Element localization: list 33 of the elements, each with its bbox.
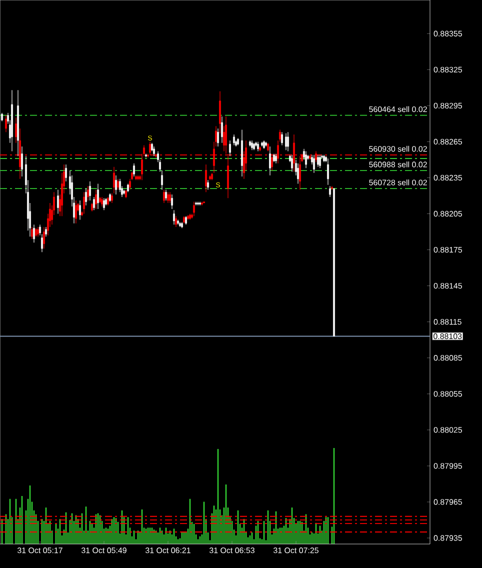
candlestick — [313, 154, 315, 174]
candlestick — [327, 158, 329, 186]
candlestick — [317, 154, 319, 168]
candlestick — [97, 183, 99, 210]
candlestick — [115, 175, 117, 195]
candlestick — [103, 198, 105, 210]
candlestick — [319, 154, 321, 168]
candlestick — [43, 226, 45, 249]
candlestick — [153, 146, 155, 156]
candlestick — [281, 132, 283, 146]
candlestick — [31, 226, 33, 240]
candlestick — [133, 163, 135, 177]
candlestick — [257, 141, 259, 152]
candlestick — [275, 153, 277, 164]
candlestick — [291, 154, 293, 172]
candlestick — [269, 146, 271, 176]
candlestick — [251, 140, 253, 150]
candlestick — [285, 132, 287, 150]
candlestick — [65, 164, 67, 182]
candlestick — [329, 186, 331, 198]
candlestick — [111, 193, 113, 204]
candlestick — [45, 226, 47, 237]
candlestick — [101, 196, 103, 207]
candlestick — [57, 189, 59, 214]
candlestick — [15, 117, 17, 144]
candlestick — [37, 226, 39, 237]
candlestick — [113, 166, 115, 194]
candlestick — [33, 224, 35, 243]
candlestick — [21, 146, 23, 177]
candlestick — [305, 151, 307, 168]
candlestick — [297, 163, 299, 184]
candlestick — [117, 178, 119, 190]
candlestick — [287, 132, 289, 152]
